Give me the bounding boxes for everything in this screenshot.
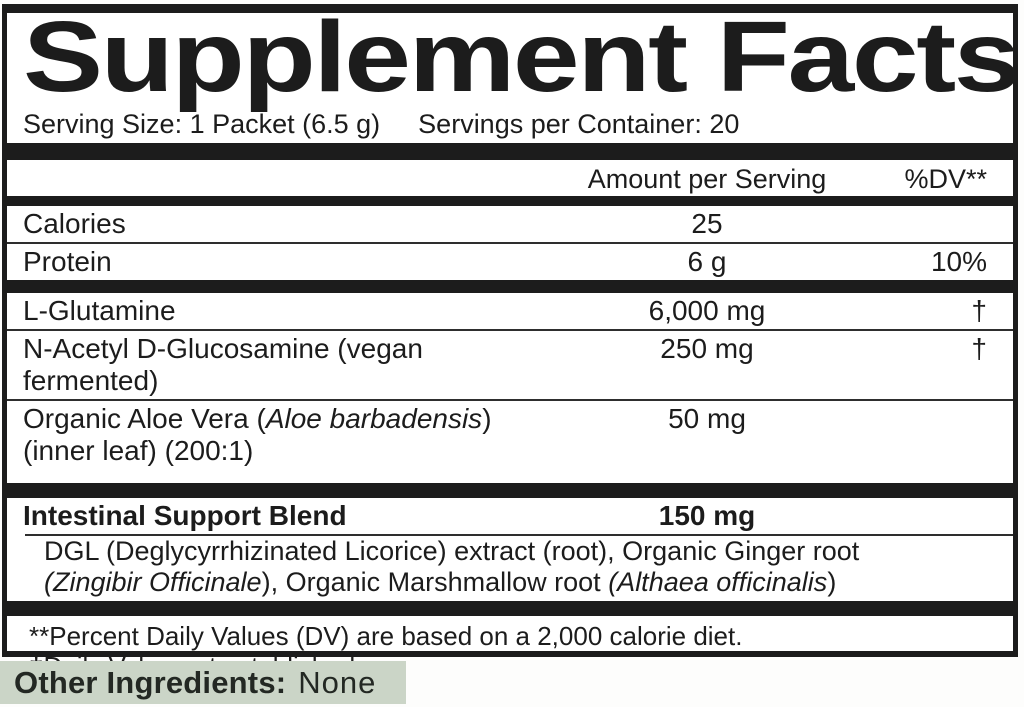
nutrient-name: N-Acetyl D-Glucosamine (vegan fermented) bbox=[23, 333, 431, 396]
nutrient-name: Organic Aloe Vera (Aloe barbadensis) (in… bbox=[23, 403, 492, 466]
serving-size: Serving Size: 1 Packet (6.5 g) bbox=[23, 109, 381, 139]
nutrient-row-calories: Calories 25 bbox=[23, 206, 997, 242]
serving-info: Serving Size: 1 Packet (6.5 g) Servings p… bbox=[23, 109, 997, 139]
nutrient-row-aloe-vera: Organic Aloe Vera (Aloe barbadensis) (in… bbox=[23, 401, 997, 469]
hairline-divider bbox=[7, 399, 1013, 401]
panel-title: Supplement Facts bbox=[23, 1, 1021, 113]
nutrient-row-protein: Protein 6 g 10% bbox=[23, 244, 997, 280]
hairline-divider bbox=[7, 242, 1013, 244]
thick-divider-bar bbox=[7, 280, 1013, 293]
supplement-facts-panel: Supplement Facts Serving Size: 1 Packet … bbox=[2, 4, 1021, 681]
column-header-amount: Amount per Serving bbox=[587, 164, 827, 194]
blend-row: Intestinal Support Blend 150 mg bbox=[23, 498, 997, 534]
column-header-dv: %DV** bbox=[904, 164, 987, 194]
servings-per-container: Servings per Container: 20 bbox=[418, 109, 740, 139]
nutrient-amount: 6 g bbox=[687, 246, 727, 277]
hairline-divider bbox=[25, 534, 1013, 536]
nutrient-amount: 50 mg bbox=[668, 403, 746, 434]
nutrient-dv: † bbox=[971, 333, 987, 364]
thick-divider-bar bbox=[7, 483, 1013, 498]
other-ingredients-value: None bbox=[298, 664, 377, 700]
nutrient-row-l-glutamine: L-Glutamine 6,000 mg † bbox=[23, 293, 997, 329]
thick-divider-bar bbox=[7, 143, 1013, 160]
other-ingredients-banner: Other Ingredients: None bbox=[0, 661, 406, 704]
nutrient-name: Protein bbox=[23, 246, 112, 277]
nutrient-name: Calories bbox=[23, 208, 126, 239]
blend-amount: 150 mg bbox=[658, 500, 756, 531]
nutrient-amount: 250 mg bbox=[660, 333, 754, 364]
blend-description: DGL (Deglycyrrhizinated Licorice) extrac… bbox=[44, 536, 860, 597]
blend-name: Intestinal Support Blend bbox=[23, 500, 347, 531]
footnote-daily-values: **Percent Daily Values (DV) are based on… bbox=[29, 621, 743, 651]
nutrient-name: L-Glutamine bbox=[23, 295, 176, 326]
spacer bbox=[23, 469, 997, 483]
hairline-divider bbox=[7, 329, 1013, 331]
nutrient-dv bbox=[857, 208, 997, 240]
nutrient-dv bbox=[857, 403, 997, 467]
medium-divider-bar bbox=[7, 196, 1013, 206]
nutrient-amount: 6,000 mg bbox=[648, 295, 766, 326]
thick-divider-bar bbox=[7, 601, 1013, 616]
nutrient-row-n-acetyl: N-Acetyl D-Glucosamine (vegan fermented)… bbox=[23, 331, 997, 399]
column-header-row: Amount per Serving %DV** bbox=[23, 160, 997, 196]
nutrient-amount: 25 bbox=[691, 208, 723, 239]
blend-dv bbox=[857, 500, 997, 532]
other-ingredients-label: Other Ingredients: bbox=[14, 664, 287, 700]
nutrient-dv: † bbox=[971, 295, 987, 326]
nutrient-dv: 10% bbox=[930, 246, 987, 277]
